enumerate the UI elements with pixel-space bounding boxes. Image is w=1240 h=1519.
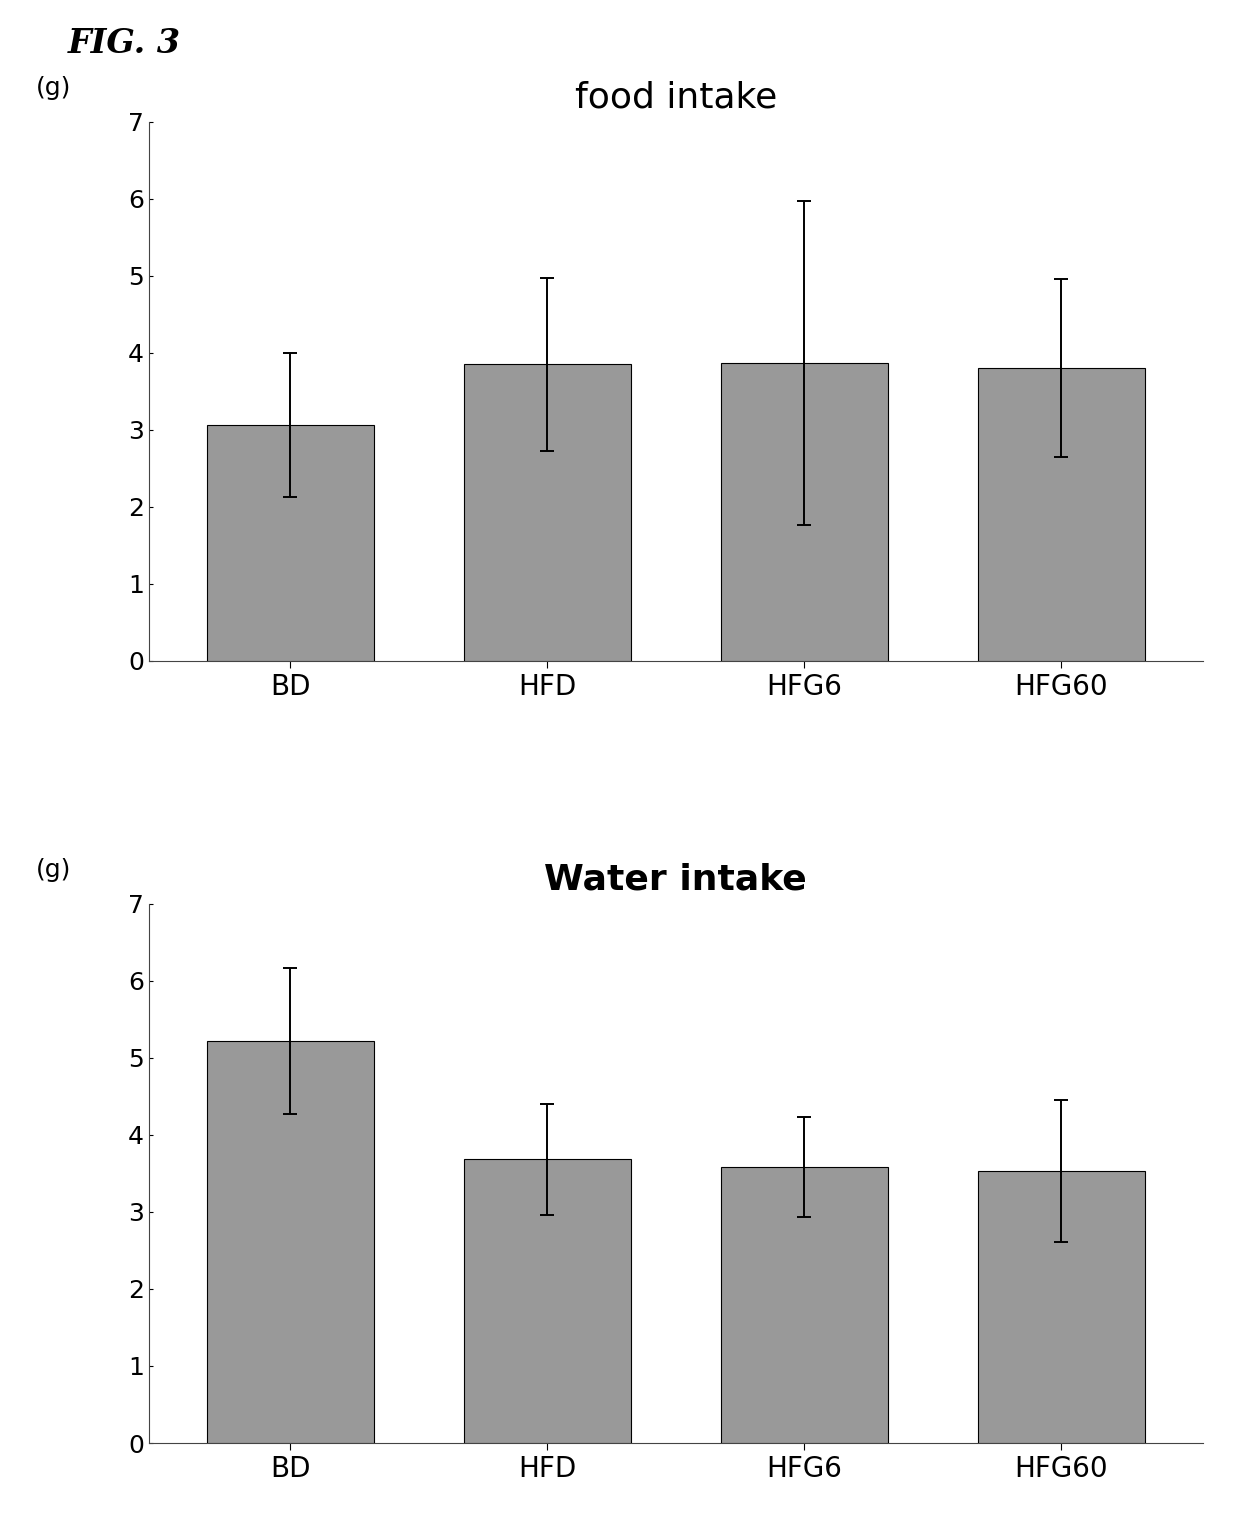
Bar bbox=[720, 1167, 888, 1443]
Text: (g): (g) bbox=[36, 858, 72, 883]
Bar bbox=[207, 425, 373, 661]
Bar bbox=[720, 363, 888, 661]
Text: FIG. 3: FIG. 3 bbox=[68, 27, 181, 61]
Bar bbox=[464, 365, 631, 661]
Bar bbox=[978, 1171, 1145, 1443]
Title: Water intake: Water intake bbox=[544, 863, 807, 896]
Bar bbox=[207, 1041, 373, 1443]
Title: food intake: food intake bbox=[574, 81, 777, 114]
Bar bbox=[464, 1159, 631, 1443]
Bar bbox=[978, 368, 1145, 661]
Text: (g): (g) bbox=[36, 76, 72, 100]
